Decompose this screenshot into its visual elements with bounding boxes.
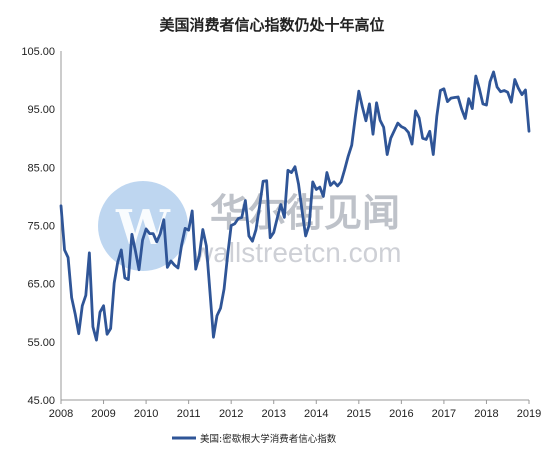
y-tick-label: 65.00 <box>27 279 55 291</box>
x-tick-label: 2008 <box>49 408 73 420</box>
x-tick-label: 2017 <box>432 408 456 420</box>
series-group <box>59 70 531 342</box>
y-tick-label: 105.00 <box>21 46 55 58</box>
y-tick-label: 75.00 <box>27 221 55 233</box>
x-tick-label: 2014 <box>304 408 328 420</box>
x-tick-label: 2009 <box>91 408 115 420</box>
watermark-en-text: wallstreetcn.com <box>192 237 402 268</box>
x-axis-ticks: 2008 2009 2010 2011 2012 2013 2014 2015 2016 2017… <box>49 400 541 420</box>
x-tick-label: 2018 <box>474 408 498 420</box>
legend: 美国:密歇根大学消费者信心指数 <box>172 433 337 445</box>
x-tick-label: 2010 <box>134 408 158 420</box>
x-tick-label: 2013 <box>261 408 285 420</box>
y-tick-label: 55.00 <box>27 337 55 349</box>
x-tick-label: 2015 <box>347 408 371 420</box>
axes <box>60 51 529 401</box>
chart-title: 美国消费者信心指数仍处十年高位 <box>159 16 384 34</box>
watermark: W 华尔街见闻 wallstreetcn.com <box>98 181 402 271</box>
x-tick-label: 2019 <box>517 408 541 420</box>
legend-label: 美国:密歇根大学消费者信心指数 <box>200 433 337 445</box>
x-tick-label: 2012 <box>219 408 243 420</box>
x-tick-label: 2011 <box>177 408 201 420</box>
y-tick-label: 45.00 <box>27 395 55 407</box>
y-axis-ticks: 105.00 95.00 85.00 75.00 65.00 55.00 45.00 <box>21 46 55 407</box>
y-tick-label: 95.00 <box>27 104 55 116</box>
series-line-0 <box>59 70 531 342</box>
x-tick-label: 2016 <box>389 408 413 420</box>
y-tick-label: 85.00 <box>27 162 55 174</box>
